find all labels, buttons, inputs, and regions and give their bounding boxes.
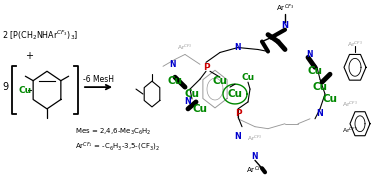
Text: Ar$^{CF_3}$: Ar$^{CF_3}$ <box>342 126 358 135</box>
Text: Cu: Cu <box>242 73 254 82</box>
Text: Cu: Cu <box>212 76 228 86</box>
Text: Ar$^{CF_1}$ = -C$_6$H$_3$-3,5-(CF$_3$)$_2$: Ar$^{CF_1}$ = -C$_6$H$_3$-3,5-(CF$_3$)$_… <box>75 140 160 153</box>
Text: Cu: Cu <box>312 82 328 92</box>
Text: N: N <box>235 132 242 141</box>
Text: Cu: Cu <box>228 89 242 99</box>
Text: Cu: Cu <box>184 89 200 99</box>
Text: 9: 9 <box>2 82 8 92</box>
Text: Cu: Cu <box>193 104 207 114</box>
Text: Cu: Cu <box>168 76 182 86</box>
Text: Cu: Cu <box>307 66 322 76</box>
Text: Ar$^{CF_3}$: Ar$^{CF_3}$ <box>177 43 193 52</box>
Text: N: N <box>252 152 258 161</box>
Text: -6 MesH: -6 MesH <box>83 75 114 84</box>
Text: P: P <box>235 109 241 118</box>
Text: +: + <box>25 52 33 61</box>
Text: Cu: Cu <box>322 94 338 104</box>
Text: N: N <box>170 60 176 69</box>
Text: Ar$^{CF_3}$: Ar$^{CF_3}$ <box>347 40 363 49</box>
Text: Cu: Cu <box>18 85 32 95</box>
Text: N: N <box>307 50 313 59</box>
Text: Mes = 2,4,6-Me$_3$C$_6$H$_2$: Mes = 2,4,6-Me$_3$C$_6$H$_2$ <box>75 127 152 137</box>
Text: 2 [P(CH$_2$NHAr$^{CF_3}$)$_3$]: 2 [P(CH$_2$NHAr$^{CF_3}$)$_3$] <box>2 28 79 42</box>
Text: Ar$^{CF_3}$: Ar$^{CF_3}$ <box>342 99 358 109</box>
Text: N: N <box>317 109 323 118</box>
Text: N: N <box>235 43 241 52</box>
Text: Ar$^{CF_3}$: Ar$^{CF_3}$ <box>246 165 264 176</box>
Text: N: N <box>282 21 289 30</box>
Text: N: N <box>185 98 191 106</box>
Text: Ar$^{CF_3}$: Ar$^{CF_3}$ <box>276 2 294 14</box>
Text: P: P <box>203 63 209 72</box>
Text: Ar$^{CF_3}$: Ar$^{CF_3}$ <box>247 134 263 143</box>
